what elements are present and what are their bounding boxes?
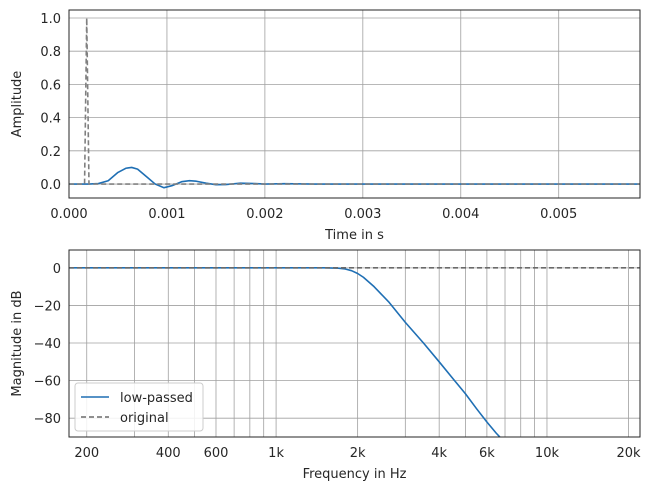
x-tick-label: 4k bbox=[431, 446, 447, 461]
y-tick-label: 0 bbox=[53, 262, 61, 277]
x-tick-label: 600 bbox=[204, 446, 229, 461]
y-axis-label: Amplitude bbox=[10, 71, 25, 138]
x-tick-label: 6k bbox=[479, 446, 495, 461]
y-tick-label: −40 bbox=[34, 337, 61, 352]
legend-box bbox=[74, 382, 204, 432]
y-tick-label: 0.2 bbox=[40, 145, 61, 160]
series-group bbox=[69, 17, 640, 189]
y-tick-label: 0.6 bbox=[40, 78, 61, 93]
x-tick-label: 0.000 bbox=[50, 207, 87, 222]
x-tick-label: 400 bbox=[156, 446, 181, 461]
y-tick-label: 0.4 bbox=[40, 112, 61, 127]
x-tick-label: 10k bbox=[535, 446, 560, 461]
legend: low-passed original bbox=[74, 382, 204, 432]
x-axis-label: Time in s bbox=[324, 228, 384, 243]
x-tick-label: 200 bbox=[74, 446, 99, 461]
y-tick-label: −80 bbox=[34, 412, 61, 427]
x-tick-label: 20k bbox=[616, 446, 641, 461]
series-line-original bbox=[69, 17, 640, 185]
x-tick-label: 1k bbox=[268, 446, 284, 461]
y-tick-label: 0.8 bbox=[40, 45, 61, 60]
x-tick-label: 0.004 bbox=[442, 207, 479, 222]
y-tick-label: 0.0 bbox=[40, 178, 61, 193]
time-plot: 0.000 0.001 0.002 0.003 0.004 0.005 0.0 0.2 0.4 0… bbox=[10, 9, 641, 243]
x-tick-label: 0.003 bbox=[344, 207, 381, 222]
series-line-low-passed bbox=[69, 267, 501, 437]
y-tick-label: −20 bbox=[34, 299, 61, 314]
x-tick-label: 0.001 bbox=[148, 207, 185, 222]
frequency-plot: 200 400 600 1k 2k 4k 6k 10k 20k 0 −20 −40 −60 −80 Freq… bbox=[10, 249, 641, 482]
series-line-low-passed bbox=[69, 166, 640, 189]
series-group bbox=[69, 267, 640, 437]
y-axis-label: Magnitude in dB bbox=[10, 290, 25, 396]
x-tick-label: 2k bbox=[350, 446, 366, 461]
y-tick-label: 1.0 bbox=[40, 12, 61, 27]
axes-frame bbox=[68, 9, 641, 199]
x-tick-label: 0.005 bbox=[540, 207, 577, 222]
x-axis-label: Frequency in Hz bbox=[303, 467, 407, 482]
y-tick-label: −60 bbox=[34, 375, 61, 390]
legend-label: original bbox=[120, 411, 169, 426]
x-tick-label: 0.002 bbox=[246, 207, 283, 222]
legend-label: low-passed bbox=[120, 391, 193, 406]
axes-frame bbox=[68, 249, 641, 438]
